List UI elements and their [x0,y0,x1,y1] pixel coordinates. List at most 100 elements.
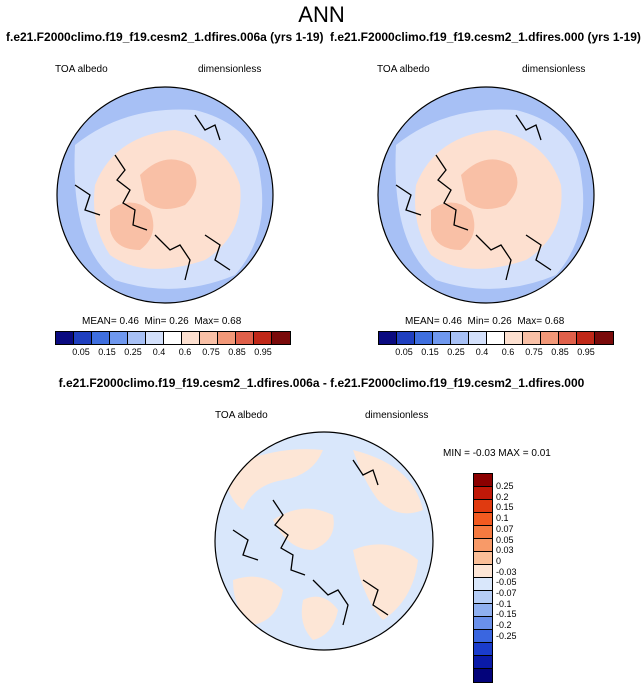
panel-2-min: 0.26 [492,316,512,327]
colorbar-swatch [474,578,492,591]
colorbar-swatch [523,332,541,344]
colorbar-tick-label: 0.2 [496,491,509,502]
panel-2-max: 0.68 [544,316,565,327]
colorbar-swatch [541,332,559,344]
diff-case-title: f.e21.F2000climo.f19_f19.cesm2_1.dfires.… [58,376,585,390]
colorbar-swatch [74,332,92,344]
colorbar-swatch [379,332,397,344]
diff-units-label: dimensionless [365,410,429,421]
colorbar-swatch [474,656,492,669]
colorbar-tick-label: 0.05 [395,347,413,357]
panel-1-max: 0.68 [221,316,242,327]
colorbar-swatch [110,332,128,344]
colorbar-tick-label: 0.03 [496,545,514,556]
diff-stats: MIN = -0.03 MAX = 0.01 [443,448,551,459]
colorbar-swatch [236,332,254,344]
colorbar-swatch [474,487,492,500]
panel-1-mean: 0.46 [119,316,139,327]
colorbar-swatch [164,332,182,344]
colorbar-tick-label: -0.15 [496,609,517,620]
colorbar-swatch [559,332,577,344]
panel-2-units-label: dimensionless [522,64,586,75]
colorbar-swatch [474,604,492,617]
colorbar-swatch [595,332,613,344]
colorbar-swatch [451,332,469,344]
panel-1-colorbar-labels: 0.05 0.15 0.25 0.4 0.6 0.75 0.85 0.95 [55,347,291,359]
colorbar-tick-label: -0.07 [496,588,517,598]
colorbar-tick-label: 0.05 [72,347,90,357]
panel-1-stats: MEAN= 0.46 Min= 0.26 Max= 0.68 [82,316,242,327]
colorbar-tick-label: 0.85 [551,347,569,357]
colorbar-swatch [474,669,492,682]
diff-polar-map [214,431,434,651]
colorbar-swatch [474,539,492,552]
colorbar-swatch [56,332,74,344]
colorbar-tick-label: 0.25 [496,481,514,491]
panel-1-variable-label: TOA albedo [55,64,108,75]
colorbar-swatch [272,332,290,344]
colorbar-swatch [474,643,492,656]
colorbar-tick-label: -0.25 [496,630,517,641]
colorbar-swatch [474,474,492,487]
colorbar-swatch [92,332,110,344]
colorbar-tick-label: 0.15 [496,502,514,513]
colorbar-swatch [474,617,492,630]
colorbar-tick-label: 0.6 [178,347,192,357]
colorbar-tick-label: 0.6 [501,347,515,357]
colorbar-tick-label: 0.25 [124,347,142,357]
colorbar-tick-label: -0.2 [496,620,512,631]
colorbar-tick-label: 0.95 [254,347,272,357]
plot-title: ANN [298,2,345,27]
colorbar-tick-label: 0.95 [577,347,595,357]
colorbar-swatch [200,332,218,344]
colorbar-swatch [474,526,492,539]
colorbar-tick-label: 0.07 [496,523,514,534]
colorbar-swatch [474,630,492,643]
colorbar-swatch [577,332,595,344]
colorbar-tick-label: 0.15 [98,347,116,357]
colorbar-tick-label: 0.25 [447,347,465,357]
panel-2-stats: MEAN= 0.46 Min= 0.26 Max= 0.68 [405,316,565,327]
colorbar-tick-label: 0.15 [421,347,439,357]
colorbar-swatch [469,332,487,344]
colorbar-swatch [505,332,523,344]
colorbar-swatch [474,500,492,513]
panel-1-colorbar [55,331,291,345]
diff-variable-label: TOA albedo [215,410,268,421]
colorbar-tick-label: -0.03 [496,566,517,577]
panel-1-polar-map [56,86,274,304]
panel-2-polar-map [377,86,595,304]
colorbar-tick-label: 0.85 [228,347,246,357]
panel-2-variable-label: TOA albedo [377,64,430,75]
colorbar-swatch [218,332,236,344]
diff-colorbar [473,473,493,683]
colorbar-tick-label: -0.1 [496,598,512,609]
colorbar-tick-label: 0.75 [525,347,543,357]
panel-1-min: 0.26 [169,316,189,327]
colorbar-swatch [397,332,415,344]
panel-2-case-title: f.e21.F2000climo.f19_f19.cesm2_1.dfires.… [330,30,641,44]
colorbar-swatch [433,332,451,344]
colorbar-tick-label: 0.05 [496,534,514,545]
colorbar-tick-label: 0.4 [475,347,489,357]
colorbar-swatch [146,332,164,344]
colorbar-swatch [474,565,492,578]
colorbar-swatch [182,332,200,344]
panel-2-colorbar [378,331,614,345]
colorbar-swatch [128,332,146,344]
colorbar-swatch [415,332,433,344]
panel-1-units-label: dimensionless [198,64,262,75]
colorbar-tick-label: 0 [496,555,502,566]
colorbar-tick-label: 0.4 [152,347,166,357]
colorbar-tick-label: 0.1 [496,513,509,524]
panel-2-mean: 0.46 [442,316,462,327]
colorbar-tick-label: -0.05 [496,577,517,588]
panel-2-colorbar-labels: 0.05 0.15 0.25 0.4 0.6 0.75 0.85 0.95 [378,347,614,359]
diff-colorbar-labels: 0.25 0.2 0.15 0.1 0.07 0.05 0.03 0 -0.03 -0.05 -0.… [496,473,536,683]
panel-1-case-title: f.e21.F2000climo.f19_f19.cesm2_1.dfires.… [6,30,324,44]
colorbar-swatch [474,513,492,526]
colorbar-swatch [487,332,505,344]
colorbar-swatch [254,332,272,344]
colorbar-swatch [474,552,492,565]
colorbar-tick-label: 0.75 [202,347,220,357]
